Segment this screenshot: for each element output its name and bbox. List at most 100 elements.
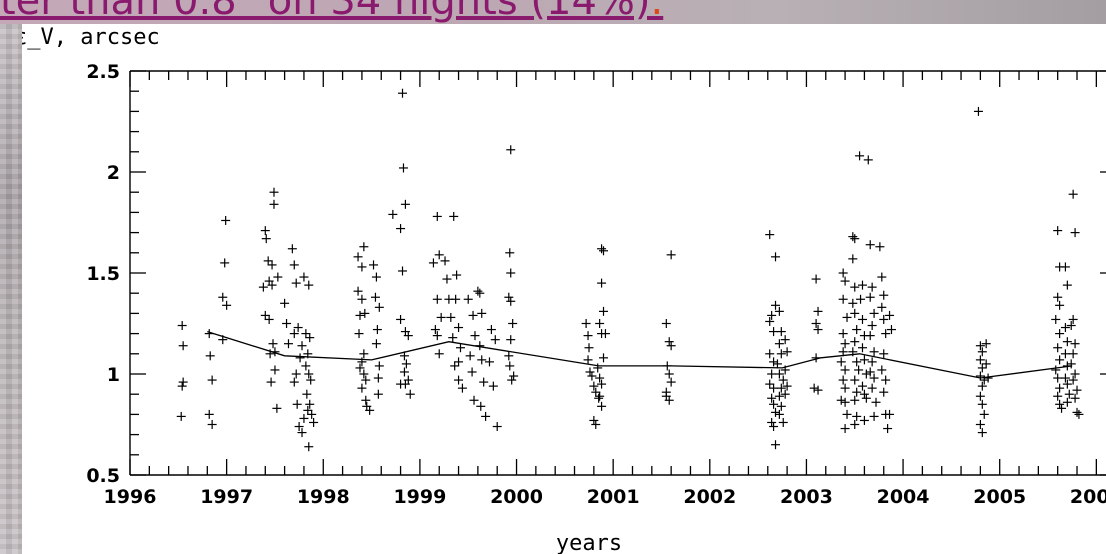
data-point xyxy=(879,314,889,324)
data-point xyxy=(774,339,784,349)
data-point xyxy=(280,298,290,308)
data-point xyxy=(597,401,607,411)
data-point xyxy=(357,383,367,393)
data-point xyxy=(857,280,867,290)
data-point xyxy=(881,375,891,385)
data-point xyxy=(661,319,671,328)
data-point xyxy=(432,331,442,341)
data-point xyxy=(365,405,375,415)
data-point xyxy=(292,399,302,409)
data-point xyxy=(1062,379,1072,389)
seeing-scatter-chart: 1996 1997 1998 1999 2000 2001 2002 2003 2004 2005… xyxy=(22,25,1106,554)
data-point xyxy=(359,369,369,379)
data-point xyxy=(776,349,786,359)
data-point xyxy=(401,359,411,369)
data-point xyxy=(454,375,464,385)
data-point xyxy=(267,260,277,270)
data-point xyxy=(436,312,446,322)
data-point xyxy=(767,393,777,403)
data-point xyxy=(776,383,786,393)
y-tick-label: 2 xyxy=(107,162,120,184)
data-point xyxy=(975,341,985,351)
data-point xyxy=(1055,300,1065,310)
data-point xyxy=(455,343,465,353)
data-point xyxy=(850,337,860,347)
data-point xyxy=(355,310,365,320)
data-point xyxy=(813,306,823,316)
data-point xyxy=(595,319,605,328)
data-point xyxy=(584,343,594,353)
data-point xyxy=(369,260,379,270)
data-point xyxy=(769,327,779,337)
data-point xyxy=(778,417,788,427)
data-point xyxy=(774,391,784,401)
data-point xyxy=(357,294,367,304)
data-point xyxy=(782,381,792,391)
data-point xyxy=(869,308,879,318)
data-point xyxy=(1060,349,1070,359)
data-point xyxy=(297,428,307,438)
data-point xyxy=(484,357,494,367)
data-point xyxy=(374,302,384,312)
data-point xyxy=(295,353,305,363)
data-point xyxy=(430,325,440,335)
data-point xyxy=(176,411,186,421)
data-point xyxy=(977,399,987,409)
data-point xyxy=(769,357,779,367)
data-point xyxy=(1060,262,1070,272)
data-point xyxy=(850,420,860,429)
data-point xyxy=(477,308,487,318)
data-point xyxy=(867,357,877,367)
data-point xyxy=(780,389,790,399)
data-point xyxy=(877,272,887,282)
data-point xyxy=(850,308,860,318)
data-point xyxy=(371,339,381,349)
data-point xyxy=(767,310,777,320)
data-point xyxy=(492,422,502,432)
data-point xyxy=(848,298,858,308)
data-point xyxy=(881,329,891,339)
data-point xyxy=(353,286,363,296)
data-point xyxy=(372,325,382,335)
data-point xyxy=(448,333,458,343)
data-point xyxy=(591,420,601,429)
data-point xyxy=(1064,389,1074,399)
data-point xyxy=(177,381,187,391)
data-point xyxy=(269,199,279,209)
data-point xyxy=(769,399,779,409)
data-point xyxy=(504,351,514,361)
data-point xyxy=(1070,393,1080,403)
data-point xyxy=(506,268,516,278)
data-point xyxy=(811,274,821,284)
data-point xyxy=(765,316,775,326)
data-point xyxy=(305,333,315,343)
data-point xyxy=(452,270,462,280)
slide-header-text: ter than 0.8" on 34 nights (14%). xyxy=(0,0,663,24)
data-point xyxy=(600,329,610,339)
data-point xyxy=(771,407,781,417)
data-point xyxy=(303,405,313,415)
data-point xyxy=(809,383,819,393)
data-point xyxy=(357,262,367,272)
data-point xyxy=(666,341,676,351)
data-point xyxy=(861,369,871,379)
data-point xyxy=(359,242,369,252)
data-point xyxy=(488,381,498,391)
data-point xyxy=(836,395,846,405)
data-point xyxy=(476,401,486,411)
data-point xyxy=(879,387,889,397)
data-point xyxy=(765,379,775,389)
data-point xyxy=(450,361,460,371)
data-point xyxy=(287,244,297,254)
data-point xyxy=(309,417,319,427)
data-point xyxy=(885,409,895,419)
data-point xyxy=(205,351,215,361)
data-point xyxy=(850,395,860,405)
data-point xyxy=(1062,397,1072,407)
data-point xyxy=(840,365,850,375)
data-point xyxy=(842,312,852,322)
data-point xyxy=(885,310,895,320)
data-point xyxy=(264,276,274,286)
data-point xyxy=(778,375,788,385)
data-point xyxy=(481,411,491,421)
